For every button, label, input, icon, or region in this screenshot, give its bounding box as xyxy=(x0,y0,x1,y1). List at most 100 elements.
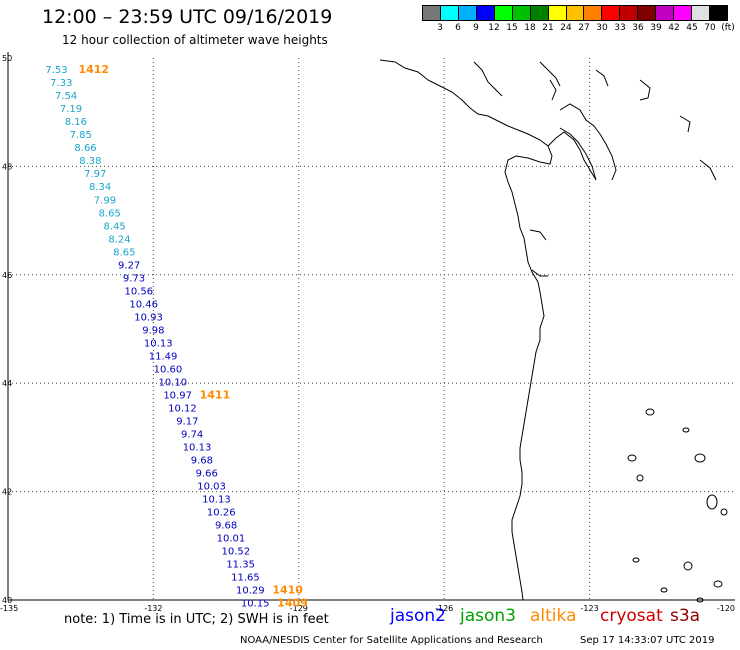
coastline-segment xyxy=(595,69,609,87)
page-title: 12:00 – 23:59 UTC 09/16/2019 xyxy=(42,6,333,28)
scale-swatch xyxy=(476,6,495,20)
coastline-segment xyxy=(539,61,561,87)
scale-label: 42 xyxy=(668,23,680,33)
scale-swatch xyxy=(423,6,441,20)
pass-time-label: 1409 xyxy=(277,597,308,610)
island xyxy=(706,494,718,510)
lat-label: 48 xyxy=(2,162,12,171)
pass-time-label: 1410 xyxy=(272,583,303,596)
wave-height-value: 8.38 xyxy=(79,156,101,167)
coastline-segment xyxy=(679,115,691,133)
wave-height-value: 7.19 xyxy=(60,104,82,115)
credit-text: NOAA/NESDIS Center for Satellite Applica… xyxy=(240,635,543,646)
lon-label: -135 xyxy=(0,604,18,613)
satellite-legend-jason2: jason2 xyxy=(390,606,446,626)
scale-swatch xyxy=(548,6,567,20)
wave-height-value: 8.34 xyxy=(89,182,111,193)
wave-height-value: 8.45 xyxy=(103,221,125,232)
wave-height-value: 10.56 xyxy=(125,286,154,297)
scale-swatch xyxy=(584,6,603,20)
island xyxy=(713,580,723,588)
coastline-segment xyxy=(529,229,547,241)
wave-height-value: 10.29 xyxy=(236,585,265,596)
coastline-segment xyxy=(547,127,597,181)
scale-label: 33 xyxy=(614,23,626,33)
satellite-legend-altika: altika xyxy=(530,606,577,626)
wave-height-value: 7.54 xyxy=(55,91,77,102)
wave-height-value: 9.17 xyxy=(176,416,198,427)
scale-label: 36 xyxy=(632,23,644,33)
scale-swatch xyxy=(566,6,585,20)
island xyxy=(694,453,706,463)
scale-label: 15 xyxy=(506,23,518,33)
island xyxy=(660,587,668,593)
wave-height-value: 9.98 xyxy=(142,325,164,336)
island xyxy=(627,454,637,462)
wave-height-value: 8.65 xyxy=(99,208,121,219)
wave-height-value: 7.97 xyxy=(84,169,106,180)
scale-swatch xyxy=(440,6,459,20)
wave-height-value: 10.03 xyxy=(197,481,226,492)
wave-height-value: 7.33 xyxy=(50,78,72,89)
wave-height-value: 10.12 xyxy=(168,403,197,414)
scale-swatch xyxy=(638,6,657,20)
wave-height-value: 11.49 xyxy=(149,351,178,362)
page-subtitle: 12 hour collection of altimeter wave hei… xyxy=(62,33,328,47)
scale-swatch xyxy=(620,6,639,20)
wave-height-value: 9.66 xyxy=(196,468,218,479)
pass-time-label: 1411 xyxy=(200,388,231,401)
lat-label: 44 xyxy=(2,379,12,388)
scale-label: 24 xyxy=(560,23,572,33)
scale-swatch xyxy=(602,6,621,20)
island xyxy=(720,508,728,516)
map-frame xyxy=(7,52,735,601)
satellite-legend-cryosat: cryosat xyxy=(600,606,663,626)
lat-label: 42 xyxy=(2,488,12,497)
color-scale-labels: 3 6 9 12 15 18 21 24 27 30 33 36 39 42 45 70 (ft) xyxy=(422,21,735,35)
scale-label: 27 xyxy=(578,23,590,33)
scale-swatch xyxy=(458,6,477,20)
island xyxy=(632,557,640,563)
coastline-segment xyxy=(473,61,503,97)
generation-timestamp: Sep 17 14:33:07 UTC 2019 xyxy=(580,635,715,646)
wave-height-value: 10.46 xyxy=(129,299,158,310)
lat-label: 40 xyxy=(2,596,12,605)
lon-label: -132 xyxy=(144,604,162,613)
pacific-coastline xyxy=(379,59,553,601)
island xyxy=(636,474,644,482)
wave-height-value: 9.68 xyxy=(215,520,237,531)
pass-time-label: 1412 xyxy=(78,63,109,76)
coastline-segment xyxy=(549,79,557,101)
wave-height-value: 8.16 xyxy=(65,117,87,128)
scale-swatch xyxy=(692,6,710,20)
scale-label: 6 xyxy=(455,23,461,33)
lon-label: -126 xyxy=(435,604,453,613)
wave-height-value: 9.68 xyxy=(191,455,213,466)
wave-height-value: 11.35 xyxy=(226,559,255,570)
wave-height-value: 10.26 xyxy=(207,507,236,518)
wave-height-value: 8.65 xyxy=(113,247,135,258)
map-grid xyxy=(8,58,735,600)
wave-height-value: 10.13 xyxy=(144,338,173,349)
units-note: note: 1) Time is in UTC; 2) SWH is in fe… xyxy=(64,612,329,627)
scale-swatch xyxy=(512,6,531,20)
wave-height-value: 10.10 xyxy=(158,377,187,388)
wave-height-value: 10.13 xyxy=(202,494,231,505)
wave-height-value: 7.99 xyxy=(94,195,116,206)
scale-label: 30 xyxy=(596,23,608,33)
wave-height-value: 8.24 xyxy=(108,234,130,245)
wave-height-value: 9.73 xyxy=(123,273,145,284)
scale-swatch xyxy=(656,6,675,20)
scale-label: 45 xyxy=(686,23,698,33)
coastline-segment xyxy=(699,159,717,181)
scale-label: 12 xyxy=(488,23,500,33)
satellite-legend-jason3: jason3 xyxy=(460,606,516,626)
wave-height-value: 10.13 xyxy=(183,442,212,453)
wave-height-value: 11.65 xyxy=(231,572,260,583)
coastline-segment xyxy=(559,103,617,181)
scale-swatch xyxy=(494,6,513,20)
scale-swatch xyxy=(530,6,549,20)
scale-label: 3 xyxy=(437,23,443,33)
satellite-legend-s3a: s3a xyxy=(670,606,701,626)
